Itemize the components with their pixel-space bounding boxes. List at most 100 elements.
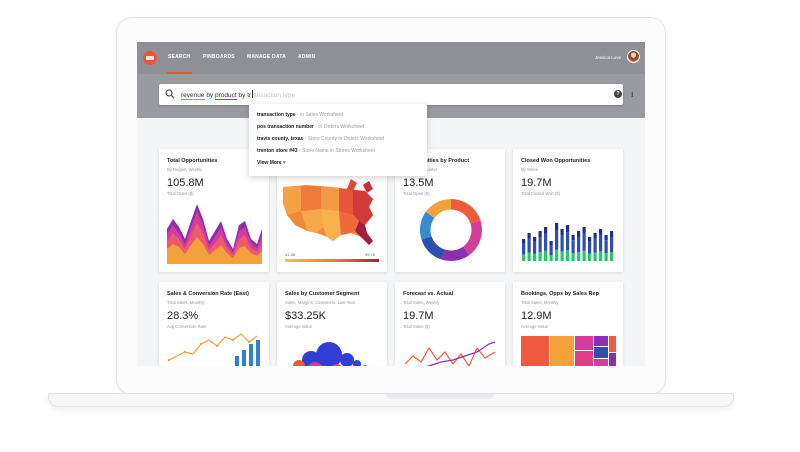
bar-segment: [610, 237, 614, 252]
bar-segment: [593, 252, 597, 261]
card-title: pportunities by Product: [407, 158, 470, 164]
bar-segment: [582, 250, 586, 261]
card-title: Bookings, Opps by Sales Rep: [521, 291, 599, 297]
bar-segment: [593, 233, 597, 239]
bar-segment: [522, 239, 526, 244]
card-bookings-by-rep[interactable]: Bookings, Opps by Sales Rep Total Sales,…: [513, 282, 623, 366]
suggestion-source: - Store County in Orders Worksheet: [303, 136, 385, 142]
nav-admin[interactable]: ADMIN: [298, 54, 316, 60]
treemap-chart: [521, 336, 616, 366]
card-caption: Average Value: [521, 324, 549, 329]
bar-segment: [538, 237, 542, 252]
bar-segment: [533, 253, 537, 261]
bar-segment: [571, 240, 575, 254]
bar-segment: [538, 252, 542, 261]
laptop-base: [48, 393, 734, 407]
stacked-bar-chart: [522, 223, 614, 261]
card-forecast-vs-actual[interactable]: Forecast vs. Actual Total Sales, Weekly …: [395, 282, 505, 366]
search-token-by: by: [206, 92, 214, 99]
map-legend-gradient: [285, 259, 379, 262]
suggestion-term: travis county, texas: [257, 136, 304, 142]
suggestion-item[interactable]: trenton store #43 - Store Name in Stores…: [257, 148, 375, 154]
info-icon[interactable]: i: [631, 90, 634, 99]
bar-segment: [544, 250, 548, 261]
laptop-notch: [386, 394, 494, 399]
bar-segment: [593, 238, 597, 253]
card-subtitle: Total Sales, Monthly: [167, 300, 205, 305]
view-more-link[interactable]: View More ▾: [257, 160, 286, 166]
laptop-screen: SEARCH PINBOARDS MANAGE DATA ADMIN Jessi…: [137, 42, 645, 366]
help-icon[interactable]: ?: [614, 90, 622, 98]
bar-segment: [588, 237, 592, 242]
nav-manage-data[interactable]: MANAGE DATA: [247, 54, 286, 60]
search-typed-text: tr: [247, 92, 252, 99]
card-value: 19.7M: [521, 177, 552, 189]
card-sales-conversion[interactable]: Sales & Conversion Rate (East) Total Sal…: [159, 282, 269, 366]
card-value: 13.5M: [403, 177, 434, 189]
bar-segment: [566, 250, 570, 261]
bar-segment: [544, 233, 548, 251]
bar-segment: [560, 235, 564, 252]
suggestion-item[interactable]: transaction type - in Sales Worksheet: [257, 112, 343, 118]
bar-segment: [555, 230, 559, 250]
avatar[interactable]: [627, 50, 640, 63]
bubble-chart: [293, 342, 368, 366]
search-ghost-completion: ansaction type: [253, 92, 296, 99]
bar-segment: [582, 233, 586, 251]
bar-segment: [549, 241, 553, 245]
card-subtitle: Quarter: [423, 167, 438, 172]
card-closed-won[interactable]: Closed Won Opportunities By Week 19.7M T…: [513, 149, 623, 272]
card-subtitle: Total Sales, Monthly: [521, 300, 559, 305]
bar-segment: [599, 235, 603, 252]
bar-segment: [604, 253, 608, 261]
search-token-product[interactable]: product: [215, 92, 237, 100]
card-title: Sales by Customer Segment: [285, 291, 360, 297]
bar-segment: [527, 233, 531, 239]
bar-segment: [571, 235, 575, 241]
logo-icon[interactable]: [143, 51, 157, 65]
suggestion-item[interactable]: travis county, texas - Store County in O…: [257, 136, 384, 142]
suggestion-source: - in Sales Worksheet: [295, 112, 344, 118]
bar-segment: [604, 240, 608, 254]
nav-pinboards[interactable]: PINBOARDS: [203, 54, 235, 60]
suggestion-source: - Store Name in Stores Worksheet: [297, 148, 376, 154]
suggestion-term: pos transaction number: [257, 124, 314, 130]
bar-segment: [527, 238, 531, 253]
search-suggestions-dropdown: transaction type - in Sales Worksheet po…: [249, 104, 427, 176]
search-token-revenue[interactable]: revenue: [181, 92, 205, 100]
bar-segment: [533, 241, 537, 254]
card-subtitle: By Week: [521, 167, 538, 172]
donut-chart: [419, 198, 483, 262]
search-bar[interactable]: revenue by product by tr ansaction type ?…: [159, 84, 634, 105]
card-subtitle: By Region, Weekly: [167, 167, 203, 172]
card-caption: Total Closed Won ($): [521, 191, 561, 196]
card-title: Closed Won Opportunities: [521, 158, 591, 164]
bar-segment: [566, 225, 570, 233]
bar-segment: [533, 237, 537, 242]
card-value: $33.25K: [285, 310, 326, 322]
card-value: 105.8M: [167, 177, 204, 189]
bar-segment: [560, 229, 564, 236]
bar-segment: [522, 243, 526, 255]
card-sales-by-segment[interactable]: Sales by Customer Segment Sales, Margins…: [277, 282, 387, 366]
suggestion-term: transaction type: [257, 112, 296, 118]
view-more-label: View More: [257, 160, 282, 166]
suggestion-source: - in Orders Worksheet: [313, 124, 365, 130]
nav-search[interactable]: SEARCH: [165, 54, 193, 74]
card-caption: Avg Conversion Rate: [167, 324, 207, 329]
suggestion-term: trenton store #43: [257, 148, 298, 154]
bar-segment: [571, 253, 575, 261]
bar-segment: [549, 245, 553, 255]
bar-segment: [560, 251, 564, 261]
line-chart: [404, 341, 496, 366]
bar-segment: [577, 237, 581, 252]
search-input[interactable]: revenue by product by tr ansaction type: [181, 90, 296, 100]
suggestion-item[interactable]: pos transaction number - in Orders Works…: [257, 124, 364, 130]
bar-segment: [555, 249, 559, 261]
bar-segment: [599, 251, 603, 261]
card-caption: Average Value: [285, 324, 313, 329]
bar-segment: [527, 252, 531, 261]
bar-segment: [599, 229, 603, 236]
user-name[interactable]: Jessica Love: [595, 55, 622, 60]
